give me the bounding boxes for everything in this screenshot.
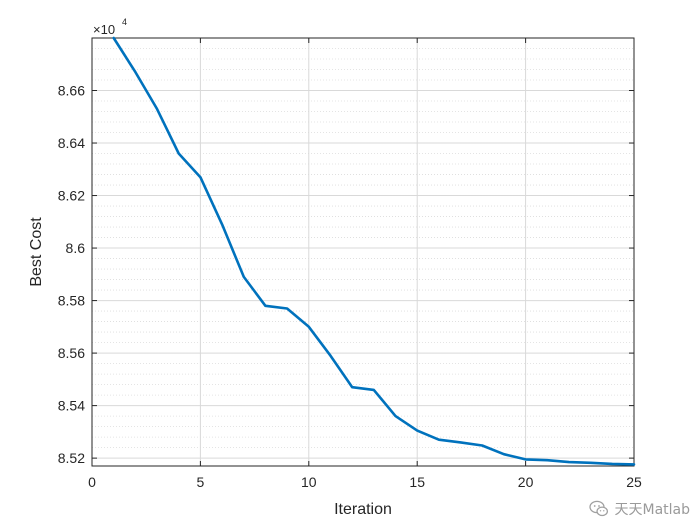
wechat-icon: [589, 500, 609, 517]
y-tick-label: 8.62: [58, 188, 85, 204]
x-tick-label: 25: [626, 474, 642, 490]
y-tick-label: 8.58: [58, 293, 85, 309]
y-axis-label: Best Cost: [28, 217, 45, 287]
x-tick-label: 10: [301, 474, 317, 490]
y-tick-label: 8.64: [58, 135, 85, 151]
y-tick-label: 8.54: [58, 398, 85, 414]
grid: [91, 37, 635, 466]
x-axis-label: Iteration: [334, 501, 392, 518]
x-tick-label: 20: [518, 474, 534, 490]
watermark-text: 天天Matlab: [614, 502, 690, 518]
tick-labels: 0 5 10 15 20 25 8.52 8.54 8.56 8.58 8.6 8.62 8.64 8.6…: [58, 83, 642, 490]
y-tick-label: 8.66: [58, 83, 85, 99]
x-tick-label: 15: [409, 474, 425, 490]
x-tick-label: 5: [197, 474, 205, 490]
y-exponent-power: 4: [122, 17, 127, 27]
y-tick-label: 8.6: [66, 240, 86, 256]
y-tick-label: 8.56: [58, 345, 85, 361]
series-line: [112, 36, 636, 466]
plot-area: [91, 37, 635, 467]
axis-ticks: [91, 38, 635, 466]
x-tick-label: 0: [88, 474, 96, 490]
watermark: 天天Matlab: [589, 499, 690, 519]
series-layer: [112, 36, 636, 466]
y-exponent-base: ×10: [93, 22, 115, 37]
y-tick-label: 8.52: [58, 450, 85, 466]
